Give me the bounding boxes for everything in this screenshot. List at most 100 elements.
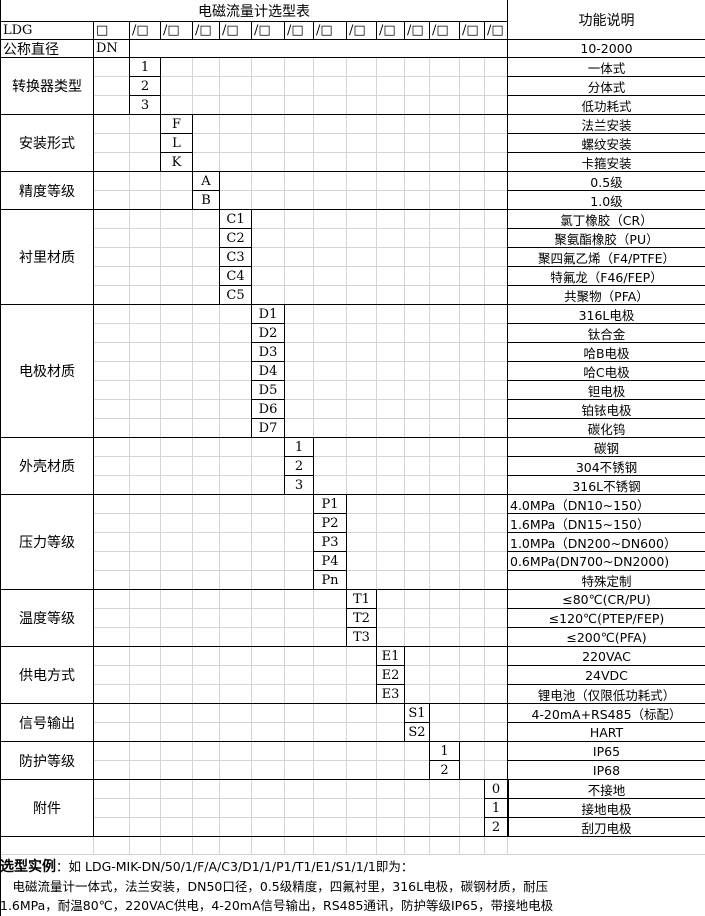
empty-cell [161, 590, 193, 609]
empty-cell [405, 229, 430, 248]
empty-cell [252, 210, 285, 229]
empty-block [94, 115, 161, 172]
empty-cell [405, 381, 430, 400]
empty-cell [161, 400, 193, 419]
empty-cell [430, 780, 460, 799]
empty-block [94, 780, 485, 837]
option-code: L [161, 134, 193, 153]
option-desc: HART [508, 723, 705, 742]
empty-block [285, 305, 508, 438]
group-label-8: 供电方式 [1, 647, 94, 704]
empty-cell [193, 799, 220, 818]
empty-cell [347, 552, 377, 571]
empty-cell [94, 267, 130, 286]
option-code: 2 [130, 77, 161, 96]
option-code: 0 [485, 780, 508, 799]
option-desc: 聚四氟乙烯（F4/PTFE） [508, 248, 705, 267]
empty-cell [430, 248, 460, 267]
option-code: C4 [220, 267, 252, 286]
empty-cell [220, 495, 252, 514]
empty-cell [285, 362, 314, 381]
empty-cell [193, 590, 220, 609]
empty-cell [94, 115, 130, 134]
empty-block [405, 647, 508, 704]
option-desc: 24VDC [508, 666, 705, 685]
empty-cell [405, 58, 430, 77]
empty-cell [430, 58, 460, 77]
empty-cell [430, 77, 460, 96]
option-desc: IP65 [508, 742, 705, 761]
empty-cell [193, 305, 220, 324]
empty-cell [460, 381, 485, 400]
option-code: P2 [314, 514, 347, 533]
example-line-2: 1.6MPa，耐温80℃，220VAC供电，4-20mA信号输出，RS485通讯… [0, 898, 554, 913]
empty-cell [161, 495, 193, 514]
empty-cell [94, 210, 130, 229]
model-slot: /□ [485, 22, 508, 40]
empty-cell [130, 381, 161, 400]
empty-cell [252, 134, 285, 153]
empty-cell [193, 837, 220, 855]
empty-cell [94, 305, 130, 324]
empty-cell [130, 210, 161, 229]
empty-cell [161, 552, 193, 571]
empty-cell [430, 362, 460, 381]
empty-cell [314, 77, 347, 96]
empty-cell [405, 362, 430, 381]
option-desc: 接地电极 [508, 799, 705, 818]
option-code: S2 [405, 723, 430, 742]
option-desc: 哈C电极 [508, 362, 705, 381]
option-desc: 卡箍安装 [508, 153, 705, 172]
option-desc: 铂铱电极 [508, 400, 705, 419]
empty-cell [193, 666, 220, 685]
empty-cell [285, 609, 314, 628]
option-desc: 特殊定制 [508, 571, 705, 590]
empty-cell [220, 134, 252, 153]
empty-cell [285, 381, 314, 400]
empty-cell [314, 362, 347, 381]
empty-cell [314, 343, 347, 362]
empty-cell [94, 609, 130, 628]
empty-block [94, 742, 430, 780]
empty-cell [285, 210, 314, 229]
empty-cell [405, 324, 430, 343]
empty-cell [405, 115, 430, 134]
empty-cell [220, 647, 252, 666]
empty-cell [285, 704, 314, 723]
empty-block [94, 495, 314, 590]
empty-cell [430, 134, 460, 153]
empty-cell [460, 647, 485, 666]
empty-cell [193, 362, 220, 381]
option-code: S1 [405, 704, 430, 723]
empty-cell [193, 457, 220, 476]
empty-cell [314, 742, 347, 761]
empty-cell [161, 58, 193, 77]
empty-cell [285, 134, 314, 153]
empty-block [314, 438, 508, 495]
empty-cell [460, 742, 485, 761]
empty-cell [405, 609, 430, 628]
model-slot: /□ [377, 22, 405, 40]
empty-cell [347, 704, 377, 723]
empty-cell [460, 590, 485, 609]
empty-cell [285, 400, 314, 419]
model-slot: /□ [220, 22, 252, 40]
empty-cell [94, 495, 130, 514]
option-code: D7 [252, 419, 285, 438]
empty-cell [161, 438, 193, 457]
empty-cell [252, 647, 285, 666]
option-code: T2 [347, 609, 377, 628]
empty-cell [193, 343, 220, 362]
empty-cell [130, 343, 161, 362]
empty-cell [220, 590, 252, 609]
empty-cell [430, 305, 460, 324]
empty-cell [130, 837, 161, 855]
empty-cell [193, 742, 220, 761]
option-code: A [193, 172, 220, 191]
option-code: C1 [220, 210, 252, 229]
model-slot: /□ [252, 22, 285, 40]
empty-block [377, 590, 508, 647]
empty-cell [405, 400, 430, 419]
empty-cell [460, 457, 485, 476]
